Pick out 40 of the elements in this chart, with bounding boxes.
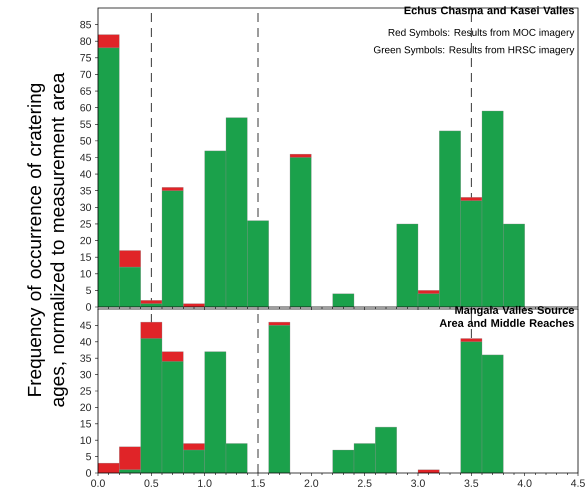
- y-tick-label: 35: [80, 354, 92, 362]
- y-tick-label: 70: [80, 70, 92, 78]
- y-tick-label: 20: [80, 404, 92, 412]
- x-tick-label: 0.5: [144, 480, 158, 487]
- x-tick-label: 0.0: [91, 480, 105, 487]
- y-tick-label: 15: [80, 420, 92, 428]
- y-tick-label: 45: [80, 322, 92, 330]
- y-tick-label: 50: [80, 137, 92, 145]
- y-tick-label: 15: [80, 254, 92, 261]
- x-tick-label: 4.0: [518, 480, 532, 487]
- y-tick-label: 85: [80, 20, 92, 28]
- x-tick-label: 4.5: [570, 480, 585, 487]
- y-tick-label: 0: [86, 469, 92, 477]
- y-tick-label: 45: [80, 154, 92, 162]
- y-tick-label: 40: [80, 170, 92, 178]
- y-tick-label: 25: [80, 387, 92, 395]
- x-tick-label: 3.5: [464, 480, 478, 487]
- y-tick-label: 40: [80, 338, 92, 346]
- y-axis-title: Frequency of occurrence of cratering ages, normalized to measurement area: [27, 72, 68, 407]
- y-tick-label: 60: [80, 104, 92, 112]
- x-tick-label: 3.0: [411, 480, 425, 487]
- y-tick-label: 5: [86, 452, 92, 460]
- y-tick-label: 10: [80, 270, 92, 278]
- y-tick-label: 30: [80, 370, 92, 378]
- y-tick-label: 80: [80, 38, 92, 45]
- y-tick-label: 25: [80, 220, 92, 228]
- y-tick-label: 35: [80, 187, 92, 194]
- y-tick-label: 20: [80, 236, 92, 244]
- chart-title: Echus Chasma and Kasei Valles: [404, 6, 574, 14]
- x-tick-label: 2.5: [358, 480, 372, 487]
- y-tick-label: 0: [86, 303, 92, 311]
- x-tick-label: 1.5: [252, 480, 265, 487]
- x-tick-label: 2.0: [304, 480, 318, 487]
- y-tick-label: 65: [80, 87, 92, 95]
- y-tick-label: 75: [80, 54, 92, 62]
- x-tick-label: 1.0: [198, 480, 212, 487]
- y-tick-label: 55: [80, 120, 92, 128]
- y-tick-label: 10: [80, 436, 92, 444]
- y-tick-label: 5: [86, 286, 92, 294]
- y-tick-label: 30: [80, 204, 92, 212]
